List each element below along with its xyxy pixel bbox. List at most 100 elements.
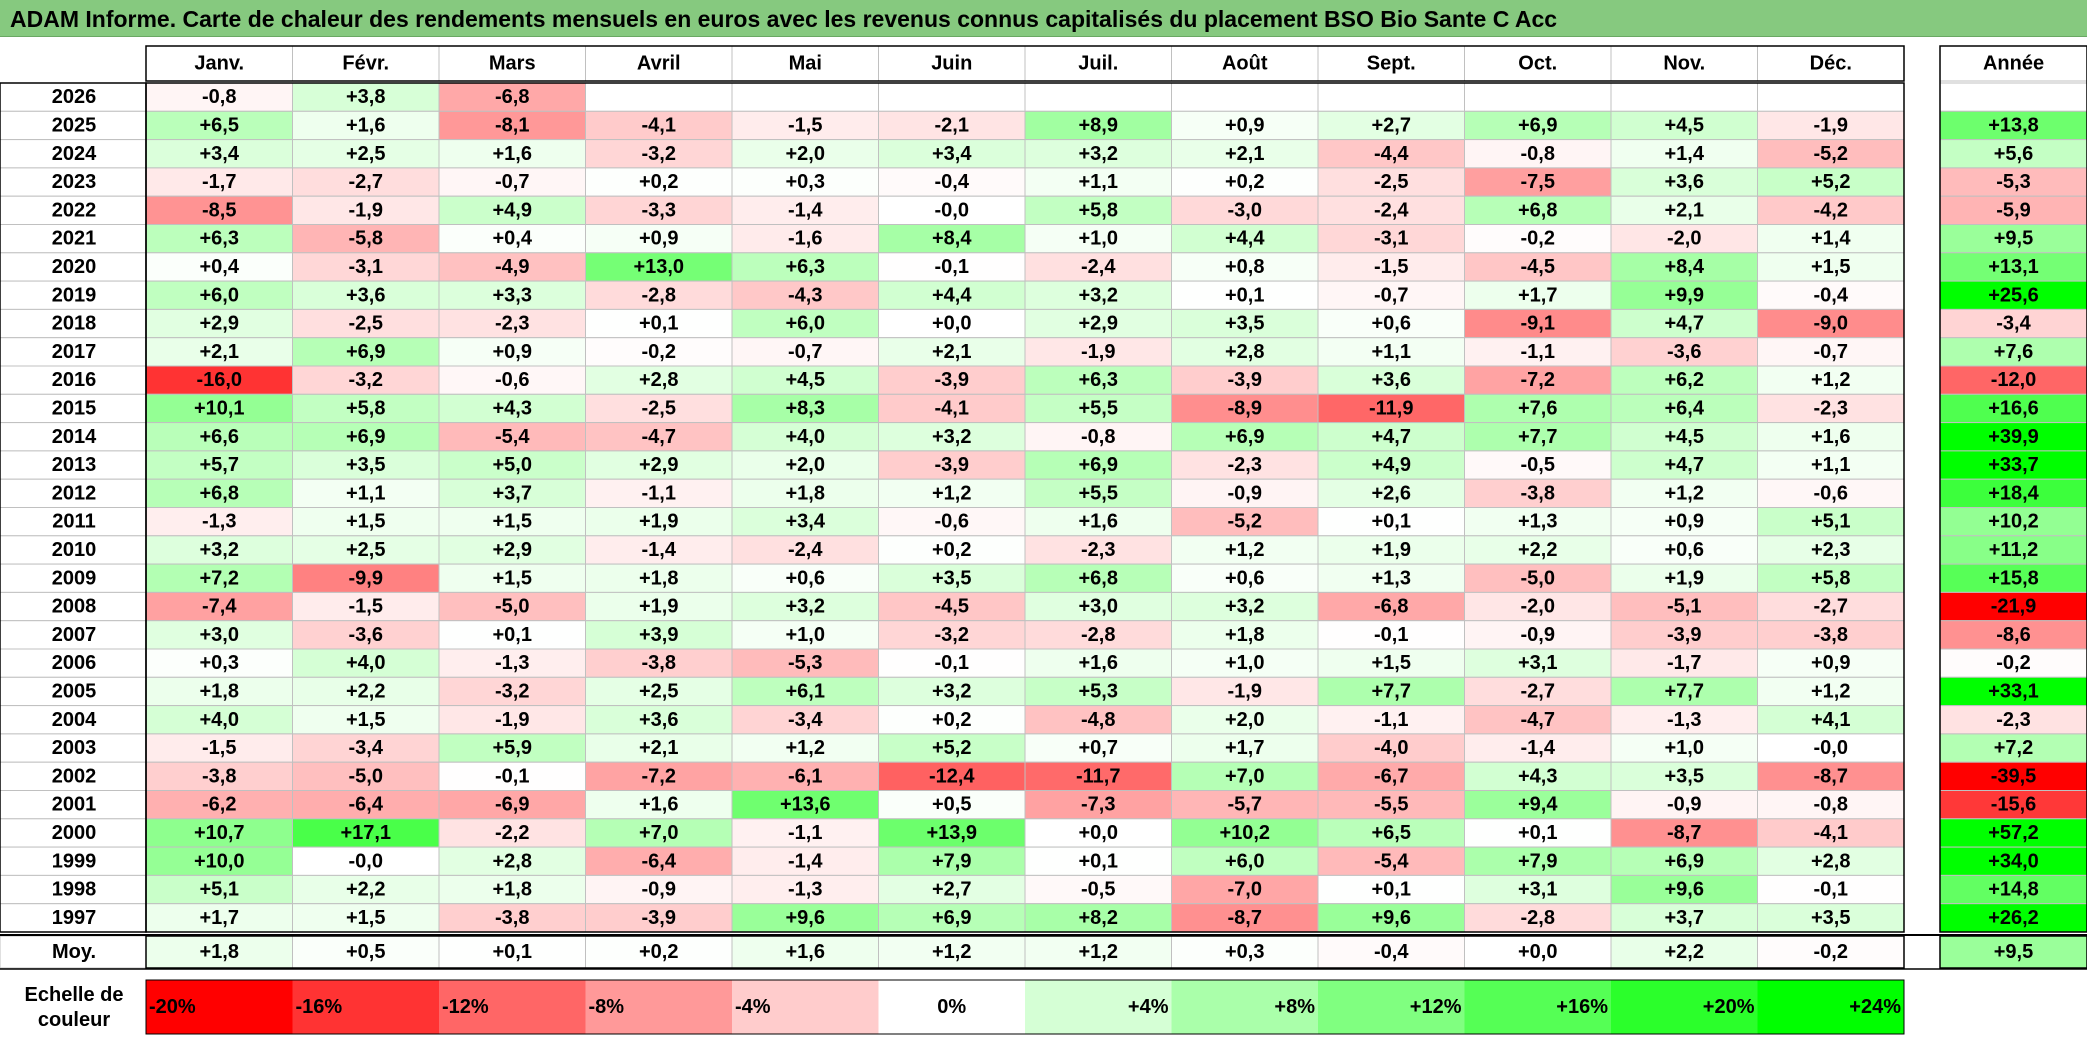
month-header-5: Mai: [789, 53, 822, 75]
heat-cell-label: +0,6: [786, 567, 825, 589]
heat-cell: [1610, 393, 1758, 424]
heat-cell-label: +0,1: [1518, 822, 1557, 844]
heat-cell-label: -1,5: [349, 596, 383, 618]
year-label: 2012: [52, 482, 97, 504]
heat-cell: [1464, 280, 1612, 310]
heat-cell-label: -9,1: [1521, 313, 1555, 335]
heat-cell-label: -4,0: [1374, 737, 1408, 759]
heat-cell-label: +3,2: [1079, 143, 1118, 165]
heat-cell-label: -3,9: [642, 907, 676, 929]
annual-cell-label: -12,0: [1991, 369, 2037, 391]
heat-cell: [878, 676, 1026, 707]
year-label: 2015: [52, 397, 97, 419]
heat-cell-label: -2,5: [1374, 171, 1408, 193]
heat-cell: [585, 648, 733, 678]
heat-cell: [1757, 422, 1905, 452]
heat-cell-label: -2,5: [642, 397, 676, 419]
heat-cell-label: -2,3: [495, 313, 529, 335]
heat-cell-label: +13,0: [633, 256, 684, 278]
heat-cell: [438, 393, 586, 424]
heat-cell-label: +3,6: [1665, 171, 1704, 193]
average-cell: [731, 935, 879, 969]
heat-cell: [585, 818, 733, 848]
heat-cell: [1757, 280, 1905, 310]
heat-cell: [585, 535, 733, 565]
heat-cell-label: -5,4: [495, 426, 530, 448]
year-label: 2013: [52, 454, 97, 476]
average-cell-label: -0,2: [1814, 941, 1848, 963]
heat-cell-label: +1,0: [786, 624, 825, 646]
heat-cell: [1464, 818, 1612, 848]
heat-cell-label: +4,0: [786, 426, 825, 448]
heat-cell-label: +5,8: [1079, 199, 1118, 221]
heat-cell: [878, 195, 1026, 225]
heat-cell: [585, 563, 733, 593]
heat-cell: [585, 224, 733, 254]
heat-cell-label: -0,8: [1081, 426, 1115, 448]
heat-cell: [292, 733, 440, 763]
heat-cell: [878, 874, 1026, 905]
heat-cell: [731, 903, 879, 933]
average-cell: [292, 935, 440, 969]
heat-cell-label: +8,3: [786, 397, 825, 419]
year-label: 2017: [52, 341, 97, 363]
heat-cell: [1757, 648, 1905, 678]
heat-cell-label: +2,8: [639, 369, 678, 391]
heat-cell-label: +2,2: [1518, 539, 1557, 561]
heat-cell: [1757, 110, 1905, 141]
heat-cell: [878, 280, 1026, 310]
heat-cell: [145, 280, 293, 310]
annual-header-cell: [1939, 45, 2087, 82]
heat-cell-label: +1,5: [1372, 652, 1411, 674]
average-cell-label: +1,8: [200, 941, 239, 963]
heat-cell-label: -8,7: [1228, 907, 1262, 929]
heat-cell-label: -11,7: [1076, 765, 1120, 787]
heat-cell-label: -0,7: [1374, 284, 1408, 306]
heat-cell-label: +0,2: [932, 709, 971, 731]
heat-cell-label: -2,4: [788, 539, 823, 561]
heat-cell: [1171, 790, 1319, 820]
year-cell: [0, 648, 147, 678]
heat-cell-label: +2,5: [346, 539, 385, 561]
heat-cell: [585, 252, 733, 282]
heat-cell: [292, 846, 440, 876]
heat-cell-label: +4,0: [346, 652, 385, 674]
heat-cell: [731, 139, 879, 169]
heat-cell-label: -3,3: [642, 199, 676, 221]
average-cell-label: +2,2: [1665, 941, 1704, 963]
heat-cell-label: -5,5: [1374, 794, 1408, 816]
months-grid-border: [145, 82, 1905, 933]
heat-cell-label: -0,4: [1814, 284, 1849, 306]
annual-cell-label: +16,6: [1988, 397, 2039, 419]
heat-cell-label: +2,1: [932, 341, 971, 363]
heat-cell: [438, 280, 586, 310]
heat-cell-label: +3,7: [493, 482, 532, 504]
heat-cell: [585, 337, 733, 367]
heat-cell: [1464, 903, 1612, 933]
year-label: 2002: [52, 765, 97, 787]
heat-cell-label: +2,9: [493, 539, 532, 561]
year-label: 2008: [52, 596, 97, 618]
heat-cell-label: +1,2: [786, 737, 825, 759]
heat-cell: [1610, 535, 1758, 565]
heat-cell-label: -1,4: [642, 539, 677, 561]
color-scale-swatch: [1611, 980, 1758, 1034]
heat-cell-label: +1,4: [1665, 143, 1705, 165]
heat-cell: [292, 365, 440, 395]
color-scale-stop-label: +12%: [1410, 996, 1462, 1018]
heat-cell: [731, 535, 879, 565]
color-scale-border: [145, 979, 1905, 1035]
heat-cell: [1171, 82, 1319, 112]
heat-cell-label: -1,9: [1814, 114, 1848, 136]
heat-cell-label: +13,9: [926, 822, 977, 844]
heat-cell-label: +5,9: [493, 737, 532, 759]
heat-cell-label: -6,8: [1374, 596, 1408, 618]
average-row-border: [145, 935, 1905, 969]
average-cell-label: +1,2: [932, 941, 971, 963]
month-header-cell: [878, 45, 1026, 82]
heat-cell-label: -3,8: [1521, 482, 1555, 504]
heat-cell-label: +2,0: [786, 454, 825, 476]
heat-cell: [585, 82, 733, 112]
heat-cell-label: -6,9: [495, 794, 529, 816]
heat-cell: [1464, 224, 1612, 254]
